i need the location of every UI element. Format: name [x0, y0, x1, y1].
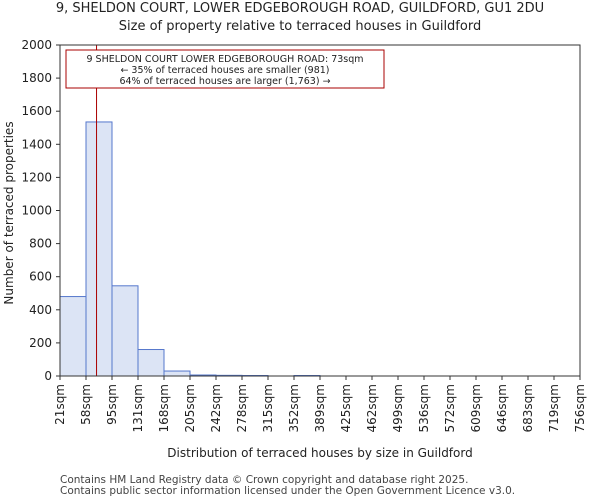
x-tick-label: 168sqm	[157, 384, 171, 432]
annotation-line-1: 9 SHELDON COURT LOWER EDGEBOROUGH ROAD: …	[86, 54, 363, 65]
footer-licence: Contains public sector information licen…	[60, 485, 516, 497]
x-tick-label: 646sqm	[495, 384, 509, 432]
histogram-bar	[137, 349, 165, 377]
x-tick-label: 389sqm	[313, 384, 327, 432]
footer-copyright: Contains HM Land Registry data © Crown c…	[60, 474, 469, 486]
x-tick-label: 572sqm	[443, 384, 457, 432]
x-tick-label: 242sqm	[209, 384, 223, 432]
x-tick-label: 21sqm	[53, 384, 67, 425]
histogram-bar	[85, 121, 113, 377]
y-tick-label: 0	[44, 369, 52, 383]
x-tick-label: 462sqm	[365, 384, 379, 432]
x-tick-label: 131sqm	[131, 384, 145, 432]
x-tick-label: 609sqm	[469, 384, 483, 432]
y-tick-label: 400	[29, 303, 52, 317]
y-tick-label: 1800	[21, 71, 52, 85]
y-tick-label: 2000	[21, 38, 52, 52]
y-tick-label: 1000	[21, 204, 52, 218]
annotation-box	[65, 49, 385, 89]
y-tick-label: 1400	[21, 137, 52, 151]
x-tick-label: 315sqm	[261, 384, 275, 432]
x-tick-label: 719sqm	[547, 384, 561, 432]
y-tick-label: 800	[29, 237, 52, 251]
chart-title: 9, SHELDON COURT, LOWER EDGEBOROUGH ROAD…	[55, 1, 545, 16]
x-tick-label: 425sqm	[339, 384, 353, 432]
chart-subtitle: Size of property relative to terraced ho…	[118, 19, 482, 34]
y-tick-label: 600	[29, 270, 52, 284]
x-tick-label: 499sqm	[391, 384, 405, 432]
y-tick-label: 1200	[21, 170, 52, 184]
plot-frame	[59, 44, 581, 377]
x-tick-label: 756sqm	[573, 384, 587, 432]
x-tick-label: 58sqm	[79, 384, 93, 425]
x-axis-label: Distribution of terraced houses by size …	[167, 446, 472, 460]
annotation-line-2: ← 35% of terraced houses are smaller (98…	[120, 65, 329, 76]
y-tick-label: 200	[29, 336, 52, 350]
x-tick-label: 536sqm	[417, 384, 431, 432]
histogram-bar	[111, 285, 139, 377]
x-tick-label: 205sqm	[183, 384, 197, 432]
y-axis-label: Number of terraced properties	[2, 121, 16, 304]
x-tick-label: 352sqm	[287, 384, 301, 432]
annotation-line-3: 64% of terraced houses are larger (1,763…	[119, 76, 330, 87]
x-tick-label: 683sqm	[521, 384, 535, 432]
histogram-bar	[163, 370, 191, 377]
y-tick-label: 1600	[21, 104, 52, 118]
histogram-bar	[59, 296, 87, 377]
x-tick-label: 278sqm	[235, 384, 249, 432]
x-tick-label: 95sqm	[105, 384, 119, 425]
